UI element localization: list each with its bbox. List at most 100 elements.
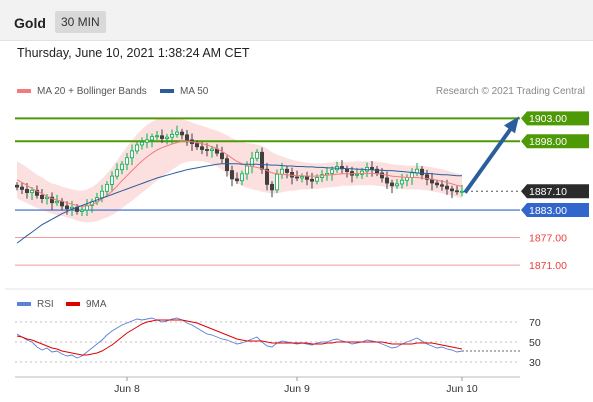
candle-body bbox=[154, 135, 159, 138]
candle-body bbox=[19, 186, 24, 190]
candle-body bbox=[399, 179, 404, 185]
candle-body bbox=[199, 146, 204, 150]
candle-body bbox=[149, 136, 154, 141]
candle-body bbox=[454, 190, 459, 193]
candle-body bbox=[40, 194, 45, 199]
legend-ma20: MA 20 + Bollinger Bands bbox=[17, 86, 147, 97]
candle-body bbox=[139, 141, 144, 146]
ma20-legend-label: MA 20 + Bollinger Bands bbox=[37, 86, 147, 97]
ma20-line bbox=[16, 140, 463, 207]
x-tick-label: Jun 10 bbox=[446, 383, 478, 395]
legend-ma50: MA 50 bbox=[160, 86, 208, 97]
x-tick-label: Jun 9 bbox=[284, 383, 310, 395]
candle-body bbox=[35, 189, 40, 196]
level-label-1903.00: 1903.00 bbox=[529, 113, 567, 125]
candle-body bbox=[194, 143, 199, 148]
candle-body bbox=[314, 177, 319, 182]
ma50-swatch bbox=[160, 89, 174, 94]
candle-body bbox=[244, 165, 249, 175]
rsi-line bbox=[16, 317, 463, 359]
candle-body bbox=[144, 139, 149, 143]
candle-body bbox=[209, 148, 214, 151]
candle-body bbox=[459, 190, 464, 193]
level-tag-1898.00 bbox=[521, 134, 589, 149]
candle-body bbox=[174, 131, 179, 135]
candle-body bbox=[224, 158, 229, 172]
candle-body bbox=[100, 190, 105, 199]
candle-body bbox=[129, 150, 134, 159]
candle-body bbox=[389, 182, 394, 187]
9ma-legend-label: 9MA bbox=[86, 299, 107, 310]
candle-body bbox=[309, 178, 314, 182]
candle-body bbox=[384, 177, 389, 184]
candle-body bbox=[229, 170, 234, 180]
candle-body bbox=[254, 151, 259, 159]
research-credit: Research © 2021 Trading Central bbox=[435, 86, 585, 97]
ma20-swatch bbox=[17, 89, 31, 94]
candle-body bbox=[284, 168, 289, 173]
candle-body bbox=[419, 168, 424, 176]
candle-body bbox=[179, 131, 184, 136]
level-tag-1887.10 bbox=[521, 184, 589, 199]
candle-body bbox=[24, 189, 29, 194]
candle-body bbox=[125, 157, 130, 165]
title-bar: Gold 30 MIN bbox=[0, 0, 593, 41]
level-label-1871.00: 1871.00 bbox=[529, 260, 567, 272]
candle-body bbox=[369, 167, 374, 170]
candle-body bbox=[264, 168, 269, 185]
9ma-line bbox=[16, 319, 463, 356]
candle-body bbox=[50, 196, 55, 204]
candle-body bbox=[105, 183, 110, 192]
candle-body bbox=[439, 184, 444, 187]
candle-body bbox=[239, 173, 244, 182]
interval-badge[interactable]: 30 MIN bbox=[55, 11, 106, 33]
bollinger-band bbox=[17, 118, 462, 223]
datetime-label: Thursday, June 10, 2021 1:38:24 AM CET bbox=[17, 46, 250, 60]
candle-body bbox=[374, 168, 379, 174]
candle-body bbox=[219, 152, 224, 160]
candle-body bbox=[329, 169, 334, 174]
candle-body bbox=[324, 172, 329, 176]
candle-body bbox=[434, 182, 439, 186]
candle-body bbox=[14, 184, 19, 188]
rsi-tick-label: 70 bbox=[529, 317, 541, 329]
candle-body bbox=[65, 205, 70, 210]
candle-body bbox=[55, 200, 60, 204]
candle-body bbox=[204, 149, 209, 151]
level-label-1898.00: 1898.00 bbox=[529, 136, 567, 148]
candle-body bbox=[29, 189, 34, 194]
candle-body bbox=[134, 144, 139, 152]
level-tag-1883.00 bbox=[521, 203, 589, 218]
legend-rsi: RSI bbox=[17, 299, 54, 310]
projection-arrow bbox=[463, 127, 513, 194]
candle-body bbox=[394, 183, 399, 187]
candle-body bbox=[80, 209, 85, 212]
candle-body bbox=[444, 185, 449, 190]
candle-body bbox=[164, 136, 169, 139]
9ma-swatch bbox=[66, 302, 80, 307]
candle-body bbox=[354, 173, 359, 176]
candle-body bbox=[449, 188, 454, 192]
candle-body bbox=[294, 176, 299, 179]
candle-body bbox=[259, 151, 264, 170]
rsi-tick-label: 30 bbox=[529, 357, 541, 369]
candle-body bbox=[299, 176, 304, 179]
candle-body bbox=[249, 157, 254, 167]
candle-body bbox=[45, 196, 50, 199]
rsi-swatch bbox=[17, 302, 31, 307]
candle-body bbox=[304, 176, 309, 180]
candle-body bbox=[424, 174, 429, 180]
level-label-1877.00: 1877.00 bbox=[529, 232, 567, 244]
legend-9ma: 9MA bbox=[66, 299, 107, 310]
x-tick-label: Jun 8 bbox=[114, 383, 140, 395]
candle-body bbox=[159, 135, 164, 139]
candle-body bbox=[269, 183, 274, 191]
candle-body bbox=[184, 134, 189, 141]
ma50-legend-label: MA 50 bbox=[180, 86, 209, 97]
candle-body bbox=[359, 170, 364, 175]
rsi-tick-label: 50 bbox=[529, 337, 541, 349]
rsi-legend-label: RSI bbox=[37, 299, 54, 310]
candle-body bbox=[120, 163, 125, 171]
candle-body bbox=[110, 175, 115, 185]
